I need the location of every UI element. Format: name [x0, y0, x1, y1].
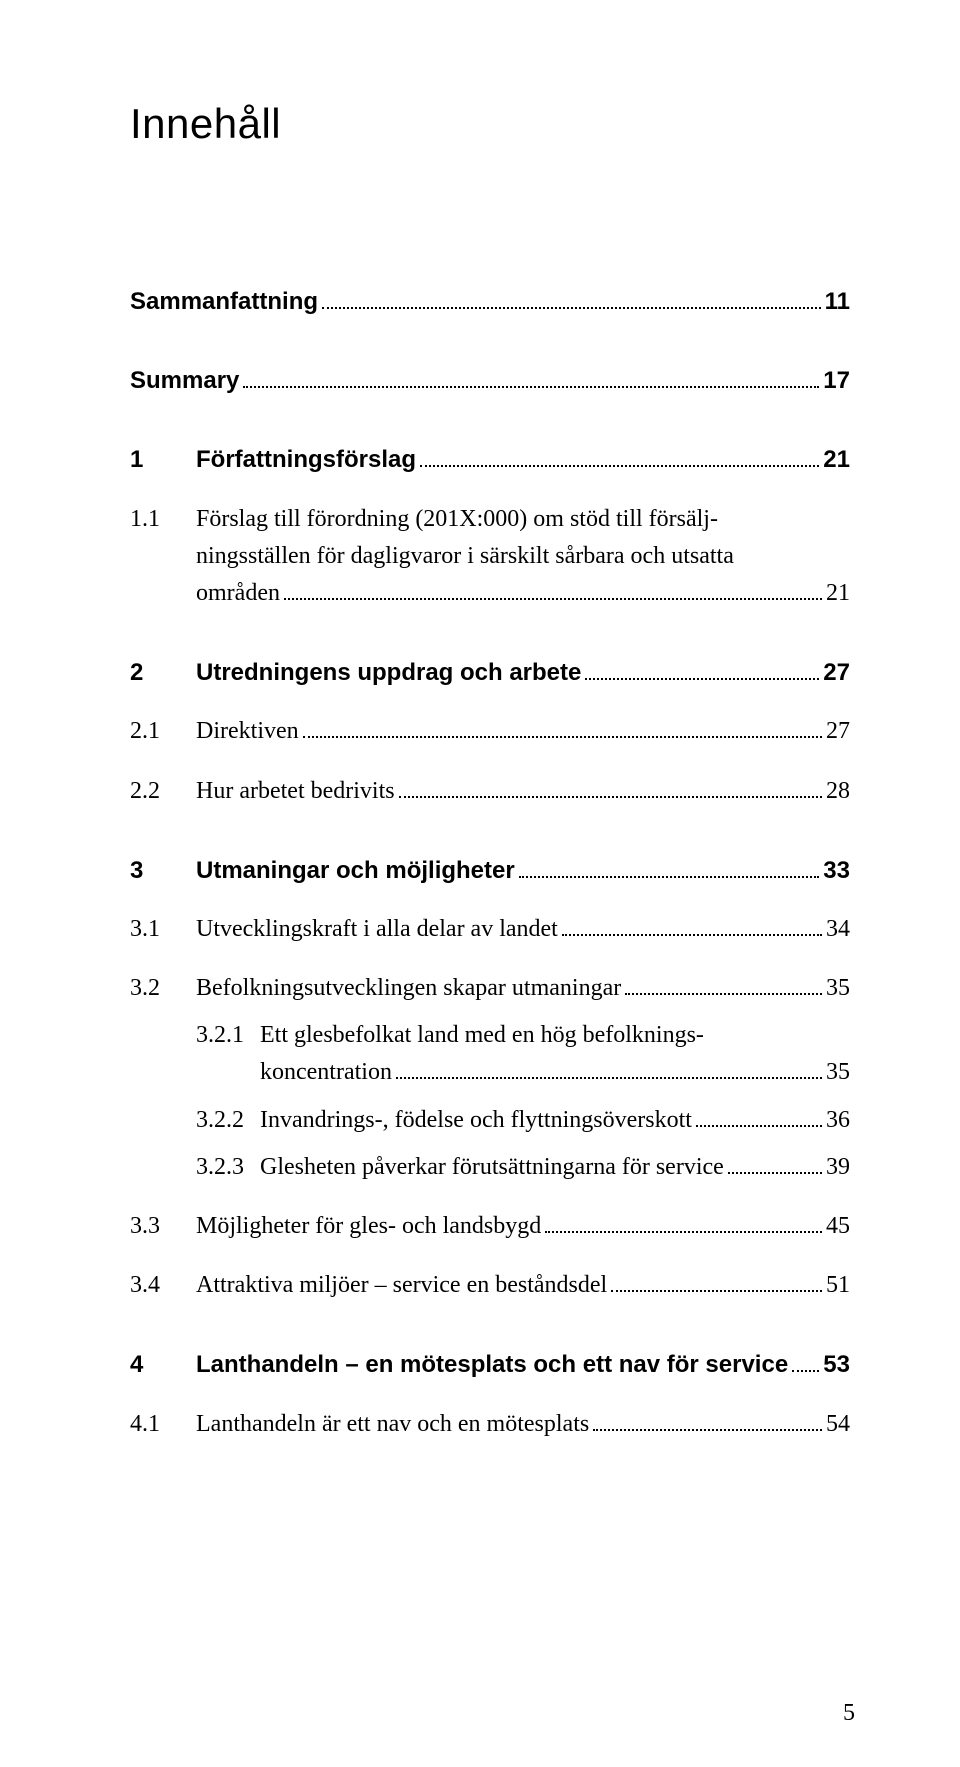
- toc-page: 53: [823, 1346, 850, 1383]
- dot-leader: [396, 1077, 822, 1079]
- dot-leader: [792, 1370, 819, 1372]
- toc-entry-continued: koncentration 35: [130, 1054, 850, 1091]
- toc-entry: 3.2.3Glesheten påverkar förutsättningarn…: [130, 1149, 850, 1186]
- dot-leader: [545, 1231, 822, 1233]
- dot-leader: [284, 598, 822, 600]
- toc-page: 21: [826, 575, 850, 612]
- toc-entry: 3.2.1Ett glesbefolkat land med en hög be…: [130, 1017, 850, 1054]
- toc-number: 1: [130, 441, 196, 478]
- toc-label: Attraktiva miljöer – service en bestånds…: [196, 1267, 607, 1304]
- toc-number: 4.1: [130, 1406, 196, 1443]
- toc-label: Möjligheter för gles- och landsbygd: [196, 1208, 541, 1245]
- toc-page: 35: [826, 970, 850, 1007]
- toc-number: 3.3: [130, 1208, 196, 1245]
- toc-label: Direktiven: [196, 713, 299, 750]
- toc-number: 3.2: [130, 970, 196, 1007]
- table-of-contents: Sammanfattning 11 Summary 17 1Författningsfö…: [130, 283, 850, 1443]
- dot-leader: [243, 386, 819, 388]
- dot-leader: [519, 876, 820, 878]
- toc-page: 27: [826, 713, 850, 750]
- toc-number: 3.2.2: [196, 1102, 260, 1139]
- dot-leader: [696, 1125, 822, 1127]
- dot-leader: [585, 678, 819, 680]
- toc-label: Författningsförslag: [196, 441, 416, 478]
- toc-label: ningsställen för dagligvaror i särskilt …: [196, 538, 734, 575]
- toc-label: Utmaningar och möjligheter: [196, 852, 515, 889]
- toc-page: 34: [826, 911, 850, 948]
- toc-page: 35: [826, 1054, 850, 1091]
- dot-leader: [728, 1172, 822, 1174]
- toc-number: 3.2.3: [196, 1149, 260, 1186]
- toc-entry: 3.1Utvecklingskraft i alla delar av land…: [130, 911, 850, 948]
- toc-number: 4: [130, 1346, 196, 1383]
- toc-label: Invandrings-, födelse och flyttningsöver…: [260, 1102, 692, 1139]
- toc-number: 2: [130, 654, 196, 691]
- toc-entry: 2.2Hur arbetet bedrivits 28: [130, 773, 850, 810]
- toc-entry-continued: ningsställen för dagligvaror i särskilt …: [130, 538, 850, 575]
- page-number: 5: [843, 1700, 855, 1727]
- toc-entry: 2Utredningens uppdrag och arbete 27: [130, 654, 850, 691]
- toc-label: Hur arbetet bedrivits: [196, 773, 395, 810]
- toc-page: 28: [826, 773, 850, 810]
- toc-label: Utredningens uppdrag och arbete: [196, 654, 581, 691]
- dot-leader: [322, 307, 821, 309]
- toc-label: koncentration: [260, 1054, 392, 1091]
- dot-leader: [399, 796, 822, 798]
- dot-leader: [562, 934, 822, 936]
- page: Innehåll Sammanfattning 11 Summary 17 1Förfa…: [0, 0, 960, 1767]
- toc-page: 36: [826, 1102, 850, 1139]
- toc-number: 3.1: [130, 911, 196, 948]
- dot-leader: [420, 465, 819, 467]
- toc-entry-continued: områden 21: [130, 575, 850, 612]
- toc-entry: 1Författningsförslag 21: [130, 441, 850, 478]
- toc-label: Sammanfattning: [130, 283, 318, 320]
- toc-number: 3.4: [130, 1267, 196, 1304]
- toc-entry: 3Utmaningar och möjligheter 33: [130, 852, 850, 889]
- toc-entry: 3.4Attraktiva miljöer – service en bestå…: [130, 1267, 850, 1304]
- toc-entry: Summary 17: [130, 362, 850, 399]
- toc-label: Glesheten påverkar förutsättningarna för…: [260, 1149, 724, 1186]
- toc-page: 27: [823, 654, 850, 691]
- toc-page: 51: [826, 1267, 850, 1304]
- toc-page: 33: [823, 852, 850, 889]
- dot-leader: [303, 736, 822, 738]
- toc-entry: 4.1Lanthandeln är ett nav och en mötespl…: [130, 1406, 850, 1443]
- toc-label: Utvecklingskraft i alla delar av landet: [196, 911, 558, 948]
- toc-page: 11: [825, 283, 850, 320]
- toc-page: 54: [826, 1406, 850, 1443]
- toc-label: Summary: [130, 362, 239, 399]
- toc-label: Förslag till förordning (201X:000) om st…: [196, 501, 718, 538]
- dot-leader: [593, 1429, 822, 1431]
- toc-label: Befolkningsutvecklingen skapar utmaninga…: [196, 970, 621, 1007]
- toc-entry: 3.3Möjligheter för gles- och landsbygd 45: [130, 1208, 850, 1245]
- toc-number: 3: [130, 852, 196, 889]
- toc-number: 2.1: [130, 713, 196, 750]
- toc-entry: 3.2Befolkningsutvecklingen skapar utmani…: [130, 970, 850, 1007]
- toc-page: 21: [823, 441, 850, 478]
- toc-entry: Sammanfattning 11: [130, 283, 850, 320]
- toc-page: 39: [826, 1149, 850, 1186]
- toc-label: Lanthandeln – en mötesplats och ett nav …: [196, 1346, 788, 1383]
- toc-entry: 2.1Direktiven 27: [130, 713, 850, 750]
- page-title: Innehåll: [130, 100, 850, 148]
- toc-number: 2.2: [130, 773, 196, 810]
- toc-label: områden: [196, 575, 280, 612]
- toc-label: Ett glesbefolkat land med en hög befolkn…: [260, 1017, 704, 1054]
- toc-entry: 4Lanthandeln – en mötesplats och ett nav…: [130, 1346, 850, 1383]
- dot-leader: [625, 993, 822, 995]
- dot-leader: [611, 1290, 822, 1292]
- toc-page: 17: [823, 362, 850, 399]
- toc-entry: 3.2.2Invandrings-, födelse och flyttning…: [130, 1102, 850, 1139]
- toc-page: 45: [826, 1208, 850, 1245]
- toc-label: Lanthandeln är ett nav och en mötesplats: [196, 1406, 589, 1443]
- toc-number: 1.1: [130, 501, 196, 538]
- toc-entry: 1.1Förslag till förordning (201X:000) om…: [130, 501, 850, 538]
- toc-number: 3.2.1: [196, 1017, 260, 1054]
